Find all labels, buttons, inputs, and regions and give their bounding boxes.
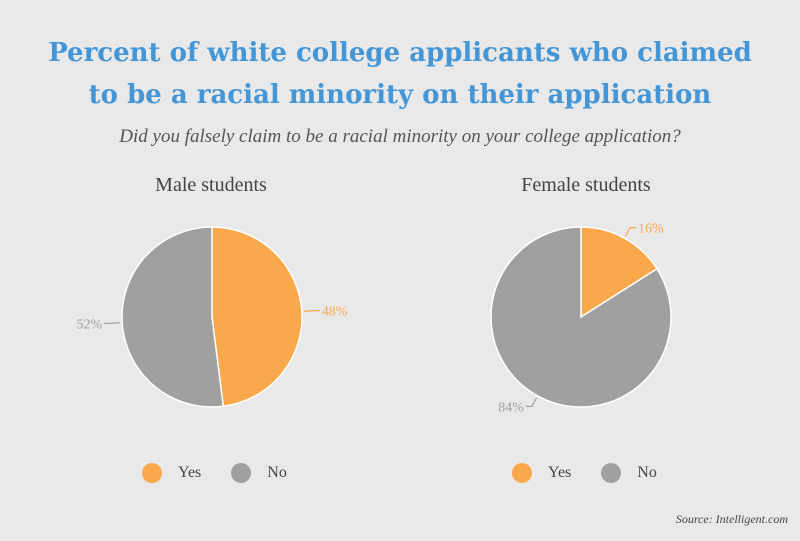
legend-item-no: No	[601, 463, 657, 483]
legend-swatch-yes	[142, 463, 162, 483]
pie-slice-no	[121, 226, 225, 408]
legend-label-yes: Yes	[548, 464, 572, 481]
data-label-yes: 16%	[638, 222, 664, 237]
legend-item-yes: Yes	[142, 463, 201, 483]
chart-subtitle: Did you falsely claim to be a racial min…	[119, 126, 681, 147]
female-chart-title: Female students	[521, 174, 651, 196]
source-note: Source: Intelligent.com	[675, 512, 788, 526]
legend-item-no: No	[231, 463, 287, 483]
page-title: Percent of white college applicants who …	[0, 32, 800, 116]
leader-line-no	[525, 397, 538, 407]
male-chart-title: Male students	[155, 174, 267, 196]
pie-slice-no	[490, 226, 672, 408]
female-legend: Yes No	[512, 463, 687, 483]
legend-swatch-yes	[512, 463, 532, 483]
data-label-no: 52%	[77, 317, 103, 332]
legend-swatch-no	[601, 463, 622, 483]
legend-item-yes: Yes	[512, 463, 571, 483]
legend-label-yes: Yes	[178, 464, 202, 481]
data-label-no: 84%	[498, 400, 524, 415]
legend-label-no: No	[267, 464, 287, 481]
data-label-yes: 48%	[322, 305, 348, 320]
pie-slice-yes	[211, 226, 303, 408]
male-legend: Yes No	[142, 463, 317, 483]
leader-line-yes	[303, 309, 320, 312]
legend-swatch-no	[231, 463, 252, 483]
leader-line-no	[104, 322, 121, 325]
pie-slice-yes	[580, 226, 659, 319]
legend-label-no: No	[637, 464, 657, 481]
leader-line-yes	[624, 227, 637, 237]
title-text: Percent of white college applicants who …	[48, 38, 752, 110]
